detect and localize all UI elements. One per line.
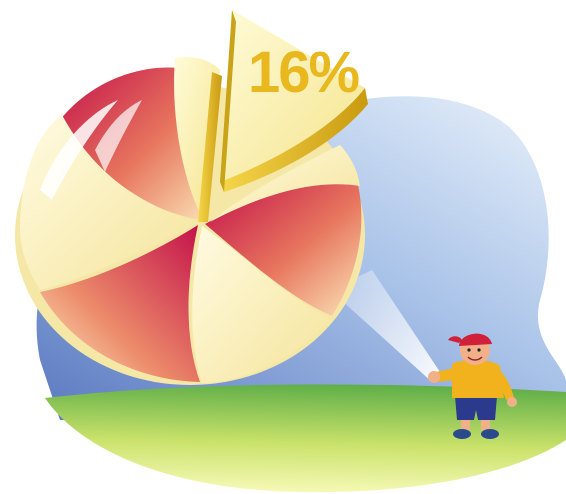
projector-beam <box>330 270 440 382</box>
slice-percentage-label: 16% <box>248 40 360 105</box>
grass-field <box>45 384 566 493</box>
exploded-slice <box>220 10 368 192</box>
boy-figure <box>428 333 517 439</box>
